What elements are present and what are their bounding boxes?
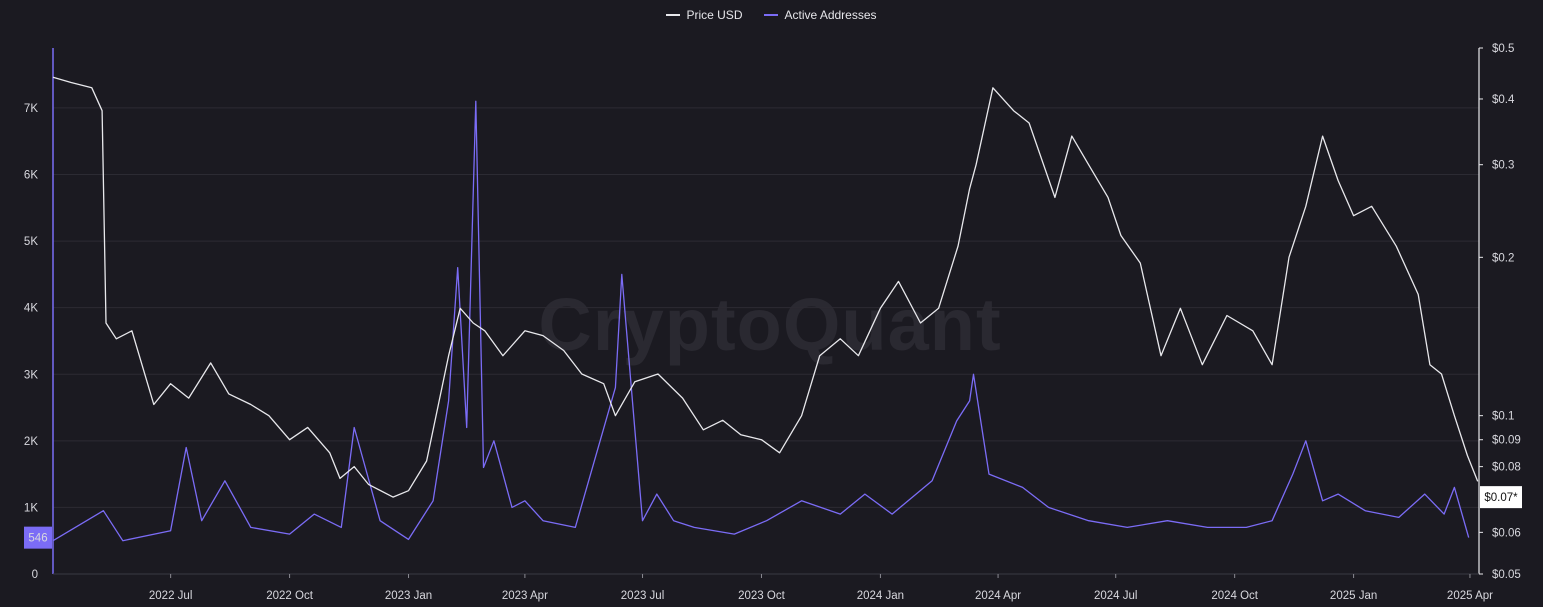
- legend-label-price: Price USD: [686, 8, 743, 22]
- watermark: CryptoQuant: [538, 283, 1001, 366]
- right-tick-label-1: $0.4: [1492, 94, 1515, 106]
- x-tick-label-9: 2024 Oct: [1211, 590, 1258, 602]
- right-tick-label-2: $0.3: [1492, 160, 1514, 172]
- left-current-value-badge: [24, 526, 52, 549]
- right-current-value-label: $0.07*: [1484, 492, 1518, 504]
- x-tick-label-11: 2025 Apr: [1447, 590, 1493, 602]
- legend-item-price[interactable]: Price USD: [666, 6, 742, 24]
- x-tick-label-4: 2023 Jul: [621, 590, 664, 602]
- left-tick-label-1: 1K: [24, 502, 38, 514]
- right-tick-label-4: $0.1: [1492, 411, 1514, 423]
- series-line-active-addresses: [52, 100, 1470, 542]
- right-current-value-badge: [1480, 486, 1522, 509]
- left-tick-label-4: 4K: [24, 303, 38, 315]
- right-tick-label-3: $0.2: [1492, 252, 1514, 264]
- right-tick-label-8: $0.05: [1492, 569, 1521, 581]
- legend-item-active-addresses[interactable]: Active Addresses: [764, 6, 877, 24]
- right-tick-label-0: $0.5: [1492, 43, 1514, 55]
- legend-label-active-addresses: Active Addresses: [784, 8, 877, 22]
- x-tick-label-8: 2024 Jul: [1094, 590, 1137, 602]
- x-tick-label-0: 2022 Jul: [149, 590, 192, 602]
- right-tick-label-5: $0.09: [1492, 435, 1521, 447]
- right-tick-label-7: $0.06: [1492, 527, 1521, 539]
- left-tick-label-6: 6K: [24, 170, 38, 182]
- x-tick-label-3: 2023 Apr: [502, 590, 548, 602]
- x-tick-label-1: 2022 Oct: [266, 590, 313, 602]
- x-tick-label-6: 2024 Jan: [857, 590, 904, 602]
- price-swatch: [666, 14, 681, 16]
- left-tick-label-2: 2K: [24, 436, 38, 448]
- x-tick-label-10: 2025 Jan: [1330, 590, 1377, 602]
- left-tick-label-5: 5K: [24, 236, 38, 248]
- right-tick-label-6: $0.08: [1492, 462, 1521, 474]
- legend: Price USD Active Addresses: [0, 6, 1543, 24]
- x-tick-label-2: 2023 Jan: [385, 590, 432, 602]
- active-addresses-swatch: [764, 14, 779, 16]
- x-tick-label-5: 2023 Oct: [738, 590, 785, 602]
- left-current-value-label: 546: [28, 533, 47, 545]
- x-tick-label-7: 2024 Apr: [975, 590, 1021, 602]
- left-tick-label-3: 3K: [24, 369, 38, 381]
- left-tick-label-0: 0: [32, 569, 38, 581]
- left-tick-label-7: 7K: [24, 103, 38, 115]
- series-line-price: [52, 76, 1479, 498]
